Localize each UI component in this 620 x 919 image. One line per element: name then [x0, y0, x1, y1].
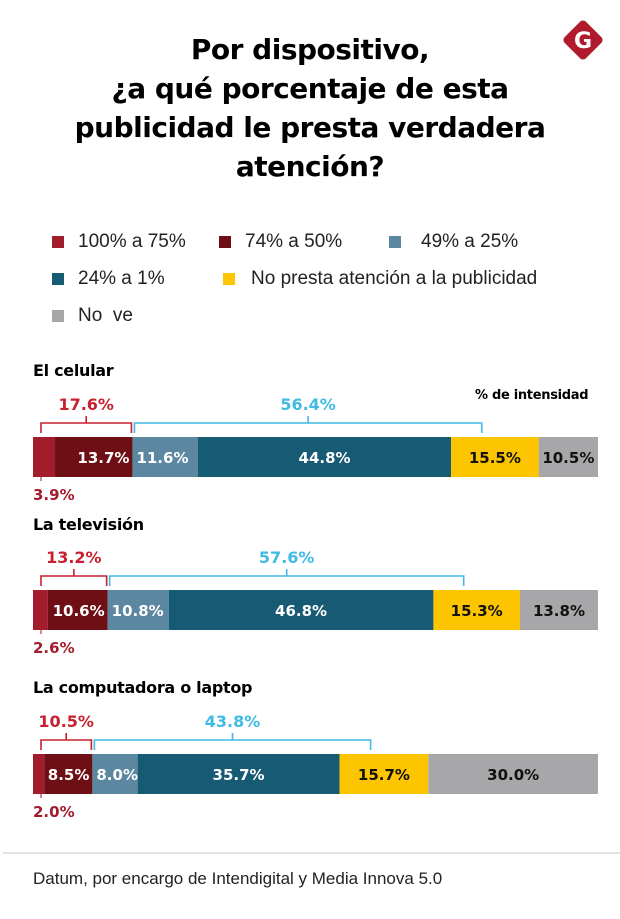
high-attention-bracket-label: 10.5%	[38, 712, 94, 731]
bar-value-label: 8.5%	[48, 766, 90, 784]
bar-value-label: 13.8%	[533, 602, 585, 620]
legend-label: 49% a 25%	[421, 231, 519, 252]
high-attention-bracket-label: 17.6%	[58, 395, 114, 414]
bar-segment-1	[33, 437, 56, 477]
chart-television: 10.6% 10.8% 46.8% 15.3% 13.8% 2.6% 13.2% 57.6%	[0, 538, 620, 698]
first-segment-label: 3.9%	[33, 486, 75, 504]
bar-segment-3	[92, 754, 138, 794]
legend-item-49-25: 49% a 25%	[389, 231, 518, 253]
low-attention-bracket-label: 57.6%	[259, 548, 315, 567]
high-attention-bracket	[40, 422, 133, 433]
bar-value-label: 15.3%	[451, 602, 503, 620]
low-attention-bracket-label: 43.8%	[205, 712, 261, 731]
high-attention-bracket-label: 13.2%	[46, 548, 102, 567]
bar-segment-4	[137, 754, 340, 794]
title-line: atención?	[235, 150, 385, 183]
legend-label: No ve	[78, 305, 133, 326]
intensity-label: % de intensidad	[475, 388, 589, 403]
legend-swatch	[223, 273, 235, 285]
stacked-bar-svg: 10.6% 10.8% 46.8% 15.3% 13.8% 2.6% 13.2% 57.6%	[33, 548, 598, 657]
legend-swatch	[52, 273, 64, 285]
bar-segment-6	[519, 590, 598, 630]
legend-item-24-1: 24% a 1%	[52, 268, 165, 290]
section-title-computadora: La computadora o laptop	[33, 678, 253, 697]
chart-title: Por dispositivo, ¿a qué porcentaje de es…	[0, 30, 620, 186]
bar-segment-4	[197, 437, 452, 477]
chart-celular: 13.7% 11.6% 44.8% 15.5% 10.5% 3.9% 17.6% 56.4%	[0, 385, 620, 545]
high-attention-bracket	[40, 739, 93, 750]
stacked-bar-svg: 13.7% 11.6% 44.8% 15.5% 10.5% 3.9% 17.6% 56.4%	[33, 395, 598, 504]
bar-segment-2	[47, 590, 108, 630]
legend-item-no-atencion: No presta atención a la publicidad	[223, 268, 537, 290]
footer-divider	[3, 852, 620, 854]
bar-segment-5	[433, 590, 520, 630]
source-note: Datum, por encargo de Intendigital y Med…	[33, 869, 443, 888]
low-attention-bracket	[108, 575, 465, 586]
bar-value-label: 35.7%	[213, 766, 265, 784]
logo-letter: G	[574, 29, 592, 54]
legend-item-100-75: 100% a 75%	[52, 231, 186, 253]
bar-segment-5	[339, 754, 429, 794]
bar-segment-4	[168, 590, 434, 630]
legend-swatch	[389, 236, 401, 248]
bar-value-label: 13.7%	[77, 449, 129, 467]
bar-segment-6	[428, 754, 598, 794]
low-attention-bracket	[133, 422, 483, 433]
brand-logo-icon: G	[563, 20, 603, 60]
bar-segment-3	[107, 590, 169, 630]
bar-value-label: 44.8%	[299, 449, 351, 467]
bar-value-label: 10.8%	[112, 602, 164, 620]
first-segment-label: 2.0%	[33, 803, 75, 821]
title-line: ¿a qué porcentaje de esta	[111, 72, 509, 105]
bar-segment-1	[33, 754, 45, 794]
legend-swatch	[52, 310, 64, 322]
bar-value-label: 46.8%	[275, 602, 327, 620]
legend-swatch	[219, 236, 231, 248]
legend-item-no-ve: No ve	[52, 305, 133, 327]
chart-computadora: 8.5% 8.0% 35.7% 15.7% 30.0% 2.0% 10.5% 43.8%	[0, 702, 620, 862]
legend-label: No presta atención a la publicidad	[251, 268, 538, 289]
legend-swatch	[52, 236, 64, 248]
low-attention-bracket	[93, 739, 372, 750]
bar-segment-3	[132, 437, 198, 477]
bar-value-label: 10.6%	[53, 602, 105, 620]
bar-segment-2	[55, 437, 133, 477]
title-line: Por dispositivo,	[190, 33, 430, 66]
section-title-celular: El celular	[33, 361, 114, 380]
legend-label: 100% a 75%	[78, 231, 186, 252]
low-attention-bracket-label: 56.4%	[280, 395, 336, 414]
stacked-bar-svg: 8.5% 8.0% 35.7% 15.7% 30.0% 2.0% 10.5% 43.8%	[33, 712, 598, 821]
title-line: publicidad le presta verdadera	[74, 111, 546, 144]
legend-label: 74% a 50%	[245, 231, 343, 252]
bar-value-label: 30.0%	[487, 766, 539, 784]
logo-diamond	[563, 20, 603, 60]
bar-segment-1	[33, 590, 48, 630]
section-title-television: La televisión	[33, 515, 144, 534]
high-attention-bracket	[40, 575, 108, 586]
first-segment-label: 2.6%	[33, 639, 75, 657]
bar-value-label: 10.5%	[542, 449, 594, 467]
bar-value-label: 8.0%	[96, 766, 138, 784]
legend-item-74-50: 74% a 50%	[219, 231, 342, 253]
bar-value-label: 15.5%	[469, 449, 521, 467]
bar-segment-6	[538, 437, 598, 477]
bar-value-label: 15.7%	[358, 766, 410, 784]
bar-segment-5	[451, 437, 539, 477]
legend-label: 24% a 1%	[78, 268, 165, 289]
bar-value-label: 11.6%	[136, 449, 188, 467]
bar-segment-2	[44, 754, 93, 794]
